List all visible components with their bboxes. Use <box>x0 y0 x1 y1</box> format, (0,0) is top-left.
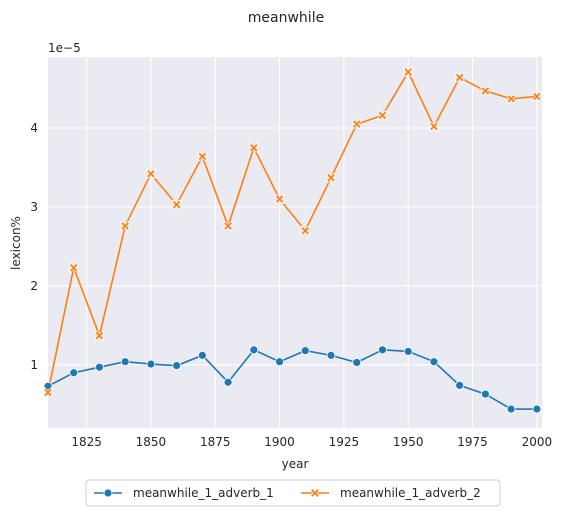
data-point-series-2 <box>403 67 414 77</box>
data-point-series-2 <box>274 194 285 204</box>
data-point-series-1 <box>120 357 130 367</box>
data-point-series-1 <box>300 346 310 356</box>
data-point-series-2 <box>351 119 362 129</box>
data-point-series-1 <box>43 381 53 391</box>
x-tick-label: 1875 <box>200 435 231 449</box>
gridlines <box>48 57 542 428</box>
y-scale-note: 1e−5 <box>48 41 81 55</box>
data-point-series-1 <box>172 361 182 371</box>
data-point-series-1 <box>69 368 79 378</box>
data-point-series-1 <box>480 389 490 399</box>
data-point-series-2 <box>454 72 465 83</box>
legend-label-2: meanwhile_1_adverb_2 <box>340 486 481 500</box>
data-point-series-2 <box>197 151 208 162</box>
x-axis-label: year <box>282 457 309 471</box>
data-point-series-2 <box>171 199 182 210</box>
x-tick-label: 1950 <box>393 435 424 449</box>
data-point-series-2 <box>532 91 542 102</box>
legend: meanwhile_1_adverb_1 meanwhile_1_adverb_2 <box>85 479 501 507</box>
data-point-series-2 <box>94 330 105 341</box>
data-point-series-2 <box>506 94 516 104</box>
data-point-series-2 <box>43 387 53 398</box>
legend-marker-1 <box>103 488 113 498</box>
data-point-series-2 <box>377 110 388 121</box>
data-point-series-1 <box>275 357 284 367</box>
x-tick-label: 1975 <box>457 435 488 449</box>
legend-label-1: meanwhile_1_adverb_1 <box>133 486 274 500</box>
data-point-series-1 <box>506 404 516 414</box>
data-point-series-1 <box>403 347 413 356</box>
y-tick-label: 4 <box>30 121 38 135</box>
x-tick-label: 2000 <box>522 435 553 449</box>
y-tick-label: 2 <box>30 279 38 293</box>
data-point-series-1 <box>455 380 465 390</box>
plot-area <box>48 57 542 428</box>
data-point-series-2 <box>120 221 130 231</box>
chart-title: meanwhile <box>248 10 324 26</box>
series-layer <box>43 67 542 414</box>
data-point-series-2 <box>146 169 156 179</box>
data-point-series-1 <box>429 357 439 367</box>
data-point-series-1 <box>532 404 542 414</box>
y-tick-label: 3 <box>30 200 38 214</box>
data-point-series-1 <box>352 358 362 367</box>
data-point-series-2 <box>68 262 79 273</box>
legend-frame <box>85 479 501 507</box>
data-point-series-1 <box>223 377 233 387</box>
y-axis-label: lexicon% <box>9 216 23 270</box>
x-tick-label: 1850 <box>136 435 167 449</box>
data-point-series-1 <box>326 350 336 360</box>
x-tick-label: 1925 <box>329 435 360 449</box>
data-point-series-1 <box>378 345 387 355</box>
data-point-series-2 <box>223 221 233 231</box>
data-point-series-1 <box>146 359 156 369</box>
x-tick-label: 1825 <box>71 435 102 449</box>
data-point-series-1 <box>197 350 207 360</box>
y-tick-label: 1 <box>30 358 38 372</box>
data-point-series-2 <box>326 172 336 183</box>
legend-marker-2 <box>310 488 320 498</box>
data-point-series-1 <box>249 345 259 355</box>
tick-labels: 1825 1850 1875 1900 1925 1950 1975 2000 1 2 3 4 <box>30 121 552 449</box>
series-line-2 <box>47 70 537 393</box>
data-point-series-2 <box>429 121 439 132</box>
data-point-series-2 <box>249 142 259 153</box>
x-tick-label: 1900 <box>264 435 295 449</box>
data-point-series-2 <box>480 86 491 96</box>
data-point-series-1 <box>95 362 104 372</box>
data-point-series-2 <box>300 225 311 236</box>
